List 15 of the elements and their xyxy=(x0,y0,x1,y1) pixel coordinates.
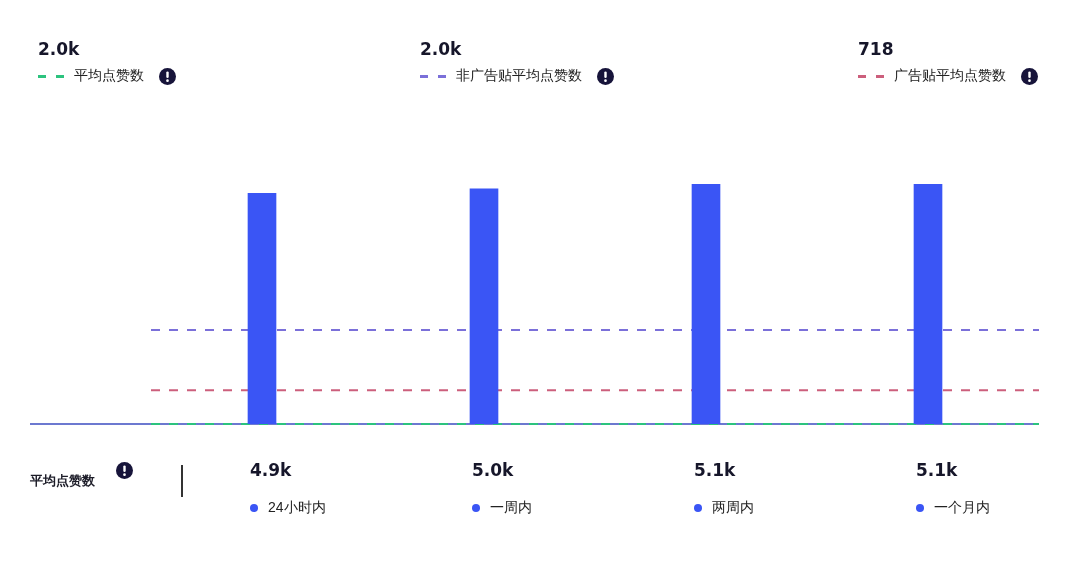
x-tick-label: 一个月内 xyxy=(934,499,990,517)
text: 2.0k xyxy=(38,39,80,59)
x-tick-label: 两周内 xyxy=(712,499,754,517)
text: 2.0k xyxy=(420,39,462,59)
x-tick-label: 24小时内 xyxy=(268,499,326,517)
legend-label: 平均点赞数 xyxy=(74,67,144,85)
data-label: 5.0k xyxy=(472,460,514,480)
data-label: 5.1k xyxy=(916,460,958,480)
legend-label: 非广告贴平均点赞数 xyxy=(456,67,582,85)
data-label: 4.9k xyxy=(250,460,292,480)
text: 718 xyxy=(858,39,894,59)
x-tick-label: 一周内 xyxy=(490,499,532,517)
data-label: 5.1k xyxy=(694,460,736,480)
legend-label: 广告贴平均点赞数 xyxy=(894,67,1006,85)
y-axis-title: 平均点赞数 xyxy=(30,472,95,490)
